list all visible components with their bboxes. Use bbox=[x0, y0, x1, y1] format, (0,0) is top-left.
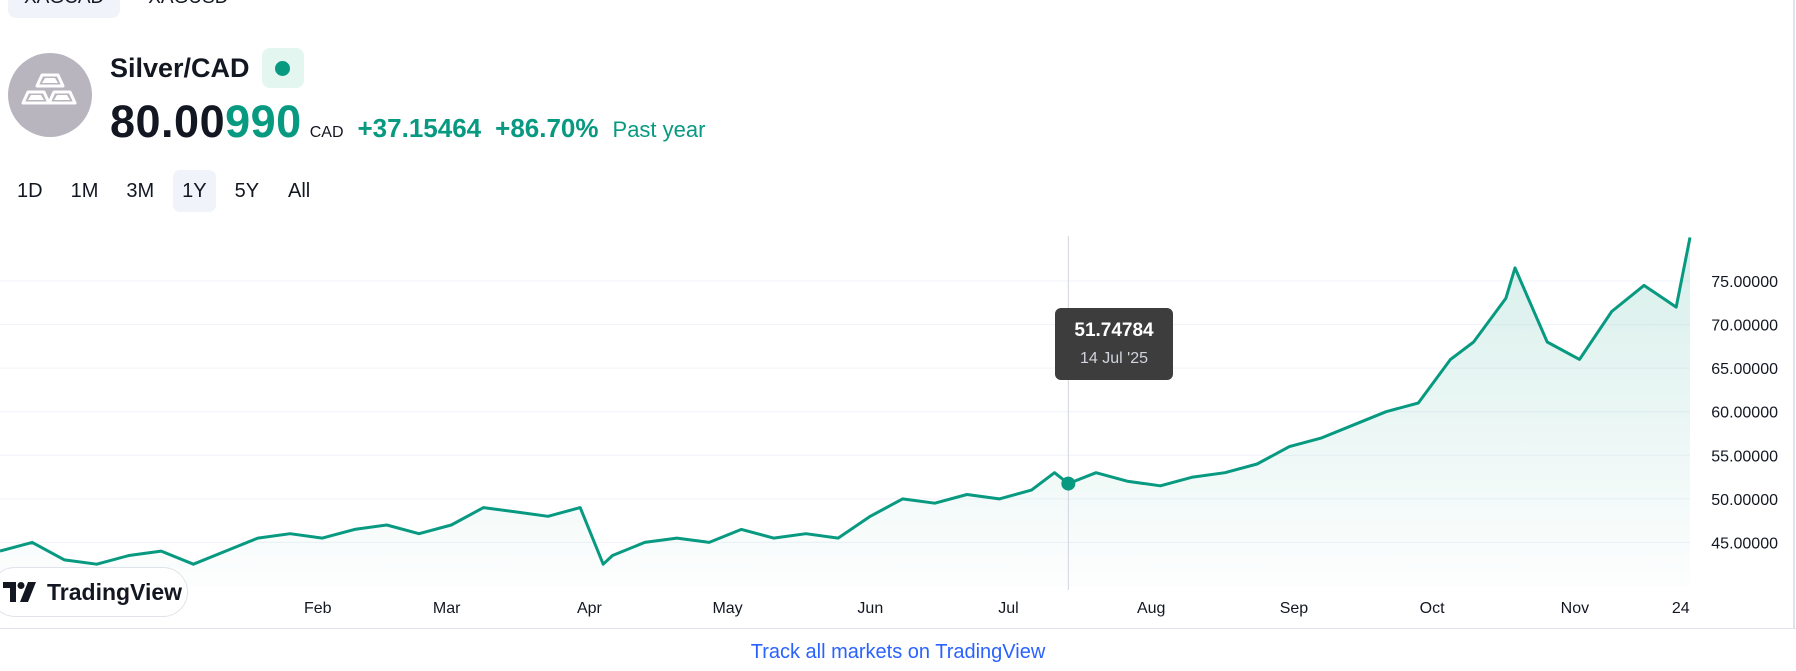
x-tick-label: Feb bbox=[304, 600, 332, 617]
x-tick-label: Jun bbox=[857, 600, 883, 617]
track-markets-link[interactable]: Track all markets on TradingView bbox=[750, 641, 1046, 663]
x-tick-label: Oct bbox=[1420, 600, 1445, 617]
x-tick-label: 24 bbox=[1672, 600, 1690, 617]
x-tick-label: Jul bbox=[998, 600, 1018, 617]
symbol-name[interactable]: Silver/CAD bbox=[110, 52, 250, 83]
price-line bbox=[0, 237, 1692, 566]
tooltip-date: 14 Jul '25 bbox=[1080, 350, 1148, 367]
footer-divider bbox=[0, 628, 1796, 629]
x-tick-label: May bbox=[712, 600, 742, 617]
hover-point bbox=[1061, 476, 1076, 491]
price-area-fill bbox=[0, 237, 1690, 586]
silver-bars-icon bbox=[8, 53, 92, 137]
range-tabs: 1D 1M 3M 1Y 5Y All bbox=[8, 170, 320, 212]
y-tick-label: 75.00000 bbox=[1711, 274, 1778, 291]
x-tick-label: Sep bbox=[1280, 600, 1309, 617]
change-absolute: +37.15464 bbox=[357, 113, 482, 143]
range-tab-5y[interactable]: 5Y bbox=[234, 179, 260, 202]
price-chart[interactable]: 45.00000 50.00000 55.00000 60.00000 65.00000… bbox=[0, 220, 1796, 628]
range-tab-all[interactable]: All bbox=[287, 179, 311, 202]
tradingview-logo-icon bbox=[3, 582, 36, 602]
currency-label: CAD bbox=[309, 124, 344, 141]
range-tab-3m[interactable]: 3M bbox=[126, 179, 155, 202]
y-tick-label: 55.00000 bbox=[1711, 448, 1778, 465]
change-period: Past year bbox=[612, 117, 706, 142]
last-price-main: 80.00 bbox=[110, 96, 226, 147]
x-tick-label: Apr bbox=[577, 600, 603, 617]
change-percent: +86.70% bbox=[495, 113, 599, 143]
last-price-tail: 990 bbox=[225, 96, 302, 147]
tradingview-logo[interactable]: TradingView bbox=[0, 567, 188, 617]
range-tab-1y[interactable]: 1Y bbox=[173, 170, 216, 212]
y-tick-label: 70.00000 bbox=[1711, 318, 1778, 335]
hover-tooltip: 51.74784 14 Jul '25 bbox=[1055, 308, 1173, 380]
range-tab-1d[interactable]: 1D bbox=[17, 179, 43, 202]
widget-border bbox=[1793, 0, 1795, 628]
symbol-tab-xagcad[interactable]: XAGCAD bbox=[8, 0, 121, 18]
y-tick-label: 45.00000 bbox=[1711, 535, 1778, 552]
y-tick-label: 65.00000 bbox=[1711, 361, 1778, 378]
market-open-dot-icon bbox=[275, 60, 291, 76]
price-row: 80.00 990 CAD +37.15464 +86.70% Past year bbox=[110, 96, 705, 148]
footer-link-row: Track all markets on TradingView bbox=[0, 641, 1796, 664]
symbol-tab-xagusd[interactable]: XAGUSD bbox=[132, 0, 244, 18]
symbol-tabs: XAGCAD XAGUSD bbox=[8, 0, 245, 18]
tradingview-logo-text: TradingView bbox=[47, 578, 183, 605]
range-tab-1m[interactable]: 1M bbox=[70, 179, 99, 202]
y-tick-label: 60.00000 bbox=[1711, 405, 1778, 422]
y-tick-label: 50.00000 bbox=[1711, 492, 1778, 509]
x-tick-label: Nov bbox=[1561, 600, 1589, 617]
symbol-name-row: Silver/CAD bbox=[110, 48, 304, 88]
market-status-badge bbox=[261, 48, 304, 88]
tooltip-value: 51.74784 bbox=[1074, 320, 1154, 341]
x-tick-label: Aug bbox=[1137, 600, 1165, 617]
x-tick-label: Mar bbox=[433, 600, 461, 617]
